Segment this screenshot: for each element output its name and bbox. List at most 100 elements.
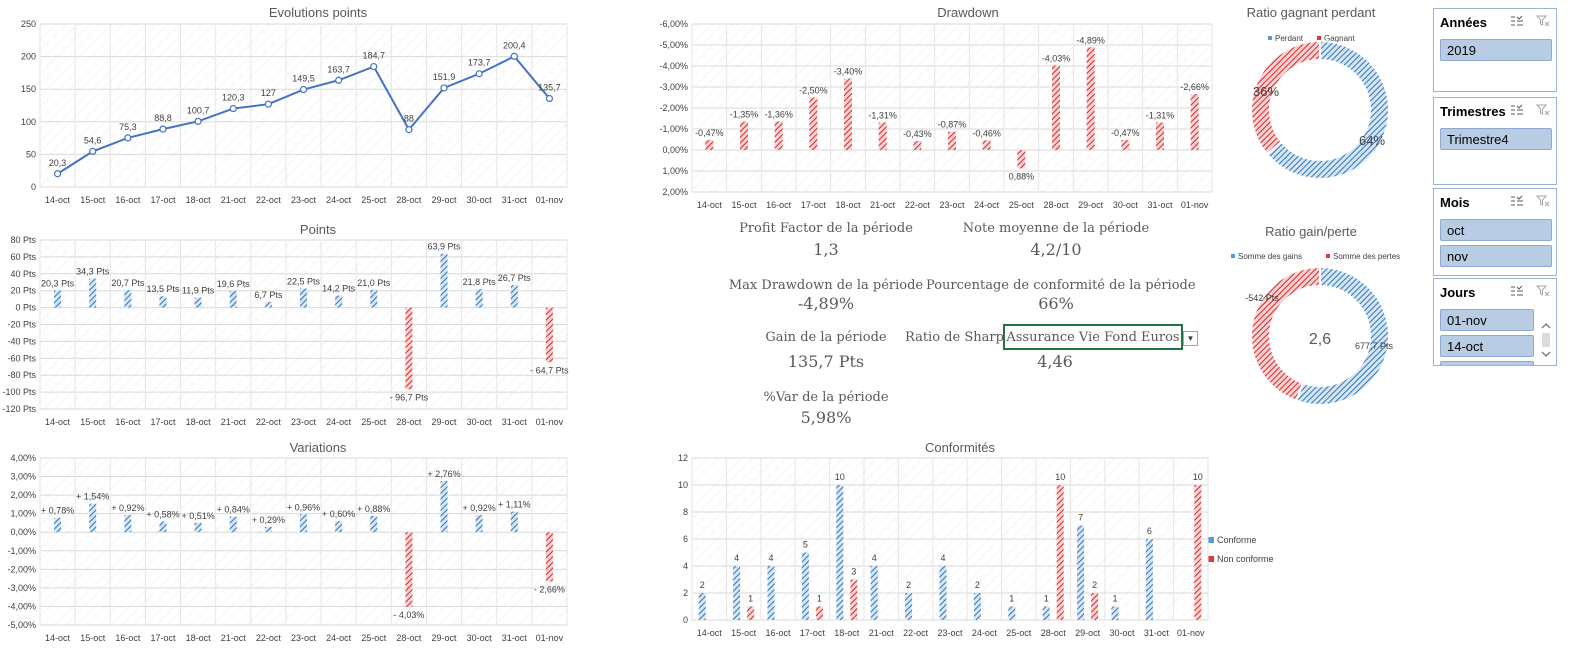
points-bar (300, 288, 307, 308)
points-data-label: 21,0 Pts (357, 278, 391, 288)
evolution-data-label: 54,6 (84, 135, 102, 145)
slicer-item-oct[interactable]: oct (1440, 219, 1552, 241)
drawdown-data-label: -1,31% (1146, 110, 1175, 120)
conformites-bar-non-conforme (1091, 593, 1099, 620)
clear-filter-icon[interactable] (1536, 15, 1550, 27)
variations-y-tick: 0,00% (10, 527, 36, 537)
conformites-y-tick: 4 (683, 561, 688, 571)
drawdown-x-tick: 21-oct (870, 200, 896, 210)
conformites-chart: Conformités Conforme Non conforme 121086… (678, 440, 1274, 638)
drawdown-y-tick: -4,00% (659, 61, 688, 71)
variations-plot-area (39, 457, 568, 626)
multi-select-icon[interactable] (1510, 104, 1524, 116)
drawdown-bar (705, 140, 714, 150)
drawdown-y-tick: -6,00% (659, 19, 688, 29)
points-x-tick: 21-oct (221, 417, 247, 427)
variations-y-tick: -2,00% (7, 564, 36, 574)
conformites-data-label: 10 (1193, 472, 1203, 482)
points-data-label: 6,7 Pts (254, 290, 283, 300)
slicer-item-trimestre4[interactable]: Trimestre4 (1440, 128, 1552, 150)
clear-filter-icon[interactable] (1536, 285, 1550, 297)
points-data-label: 14,2 Pts (322, 284, 356, 294)
conformites-x-tick: 29-oct (1075, 628, 1101, 638)
drawdown-data-label: -0,47% (695, 128, 724, 138)
sharpe-benchmark-dropdown[interactable]: Assurance Vie Fond Euros (1003, 324, 1183, 350)
profit-factor-value: 1,3 (813, 240, 839, 259)
multi-select-icon[interactable] (1510, 195, 1524, 207)
evolution-chart-title: Evolutions points (269, 5, 368, 20)
points-data-label: - 96,7 Pts (390, 392, 429, 402)
variations-bar (124, 515, 132, 533)
evolution-x-tick: 16-oct (115, 195, 141, 205)
variations-data-label: - 4,03% (393, 610, 424, 620)
slicer-jours: Jours 01-nov 14-oct (1433, 278, 1557, 366)
legend-label-perdant: Perdant (1275, 34, 1304, 43)
multi-select-icon[interactable] (1510, 15, 1524, 27)
evolution-y-tick: 50 (26, 149, 36, 159)
evolution-x-tick: 21-oct (221, 195, 247, 205)
evolution-data-label: 20,3 (49, 158, 67, 168)
slicer-item-partial[interactable] (1440, 361, 1534, 365)
drawdown-data-label: -4,89% (1076, 35, 1105, 45)
legend-swatch-perdant (1268, 36, 1272, 40)
points-bar (545, 307, 553, 363)
points-data-label: 34,3 Pts (76, 267, 110, 277)
variations-bar (89, 503, 97, 533)
points-x-tick: 14-oct (45, 417, 71, 427)
variations-y-tick: 2,00% (10, 490, 36, 500)
variations-y-tick: 4,00% (10, 453, 36, 463)
conformites-bar-non-conforme (747, 606, 755, 620)
slicer-scrollbar[interactable] (1539, 321, 1553, 361)
conformites-x-tick: 31-oct (1144, 628, 1170, 638)
points-y-tick: -100 Pts (2, 387, 36, 397)
drawdown-data-label: -0,46% (972, 128, 1001, 138)
slicer-annees-title: Années (1440, 14, 1487, 30)
variations-y-tick: -1,00% (7, 546, 36, 556)
evolution-x-tick: 17-oct (150, 195, 176, 205)
evolution-x-tick: 24-oct (326, 195, 352, 205)
drawdown-data-label: -0,43% (903, 129, 932, 139)
points-chart: Points 80 Pts 60 Pts 40 Pts 20 Pts 0 Pts -20 … (2, 222, 569, 427)
scroll-thumb[interactable] (1542, 333, 1550, 347)
evolution-point (229, 104, 237, 113)
variations-data-label: + 0,51% (181, 511, 214, 521)
points-bar (370, 289, 378, 308)
variations-x-tick: 14-oct (45, 633, 71, 643)
clear-filter-icon[interactable] (1536, 104, 1550, 116)
slicer-item-nov[interactable]: nov (1440, 245, 1552, 267)
slicer-item-2019[interactable]: 2019 (1440, 39, 1552, 61)
dropdown-arrow-icon[interactable]: ▼ (1183, 331, 1198, 346)
evolution-data-label: 88 (404, 114, 414, 124)
evolution-data-label: 120,3 (222, 93, 245, 103)
evolution-data-label: 184,7 (363, 51, 386, 61)
max-drawdown-label: Max Drawdown de la période (728, 278, 924, 293)
slicer-item-01-nov[interactable]: 01-nov (1440, 309, 1534, 331)
legend-label-sommes-gains: Somme des gains (1238, 252, 1302, 261)
conformites-y-tick: 12 (678, 453, 688, 463)
evolution-x-tick: 25-oct (361, 195, 387, 205)
slicer-item-14-oct[interactable]: 14-oct (1440, 335, 1534, 357)
points-x-tick: 29-oct (432, 417, 458, 427)
conformites-data-label: 1 (1009, 594, 1014, 604)
conformites-x-tick: 22-oct (903, 628, 929, 638)
variations-bar (475, 515, 483, 533)
conformites-x-tick: 28-oct (1041, 628, 1067, 638)
variations-data-label: + 0,92% (463, 503, 496, 513)
variations-x-tick: 21-oct (221, 633, 247, 643)
drawdown-y-tick: -1,00% (659, 124, 688, 134)
variations-y-tick: -4,00% (7, 601, 36, 611)
drawdown-x-tick: 31-oct (1147, 200, 1173, 210)
conformites-y-tick: 8 (683, 507, 688, 517)
variations-bar (510, 511, 518, 533)
variations-chart-title: Variations (290, 440, 347, 455)
conformites-bar-non-conforme (850, 579, 858, 620)
variations-y-tick: 1,00% (10, 509, 36, 519)
scroll-down-icon[interactable] (1541, 351, 1551, 357)
legend-label-conforme: Conforme (1217, 535, 1257, 545)
conformites-x-tick: 18-oct (834, 628, 860, 638)
evolution-x-tick: 29-oct (432, 195, 458, 205)
multi-select-icon[interactable] (1510, 285, 1524, 297)
clear-filter-icon[interactable] (1536, 195, 1550, 207)
legend-swatch-conforme (1208, 537, 1214, 543)
scroll-up-icon[interactable] (1541, 323, 1551, 329)
